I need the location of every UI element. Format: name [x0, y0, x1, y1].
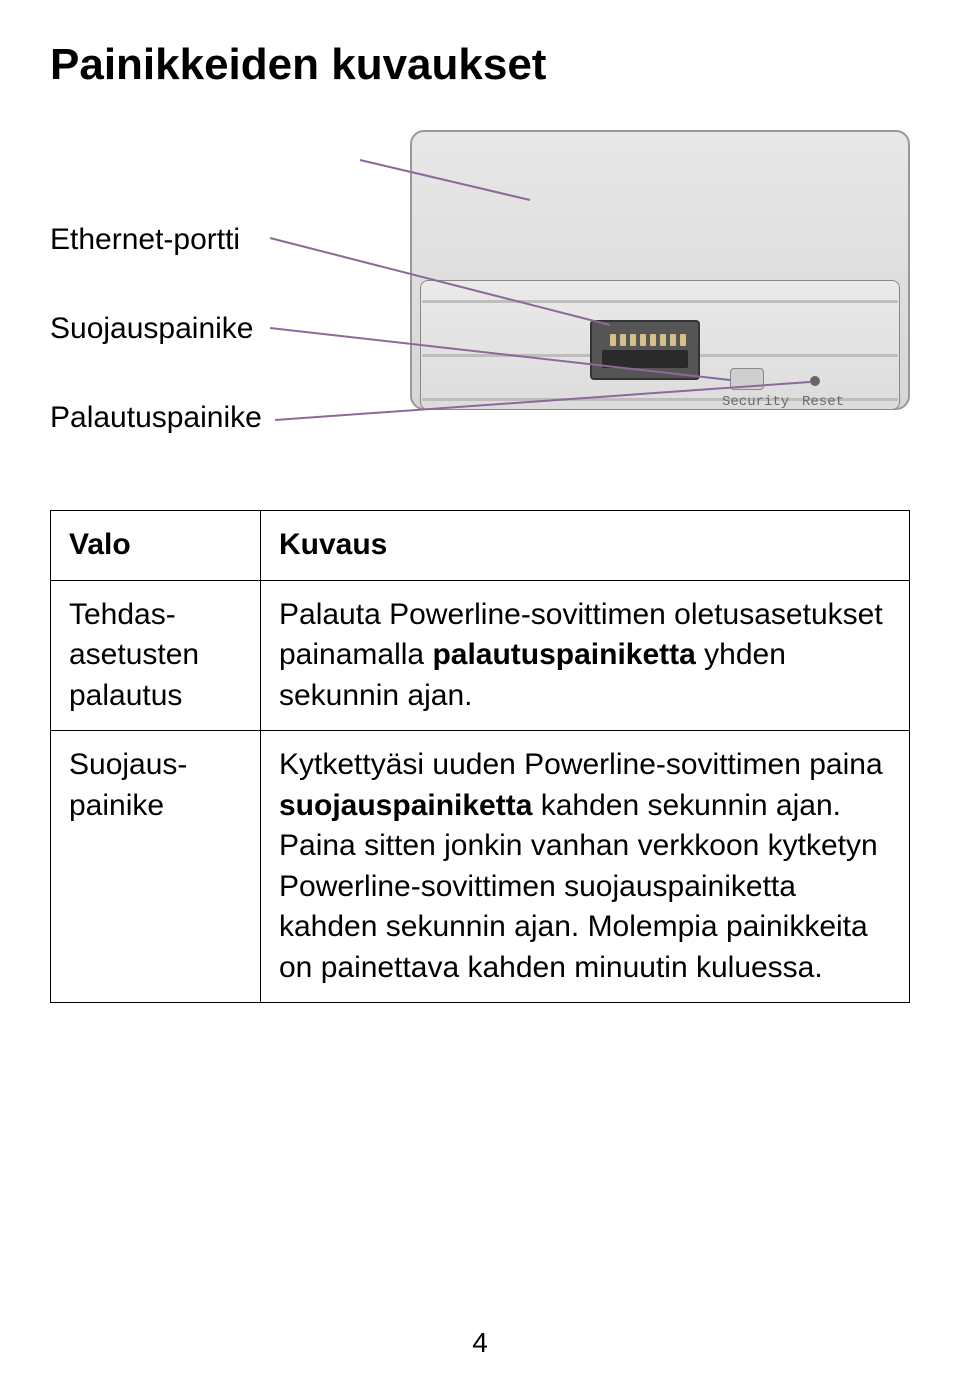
table-row: Suojaus-painike Kytkettyäsi uuden Powerl… [51, 731, 910, 1003]
table-header-row: Valo Kuvaus [51, 511, 910, 581]
description-table: Valo Kuvaus Tehdas-asetusten palautus Pa… [50, 510, 910, 1003]
table-row: Tehdas-asetusten palautus Palauta Powerl… [51, 580, 910, 731]
row2-desc: Kytkettyäsi uuden Powerline-sovittimen p… [261, 731, 910, 1003]
ethernet-port-icon [590, 320, 700, 380]
device-illustration: Security Reset [410, 130, 910, 450]
device-diagram: Ethernet-portti Suojauspainike Palautusp… [50, 130, 910, 490]
page-number: 4 [472, 1327, 488, 1359]
table-header-kuvaus: Kuvaus [261, 511, 910, 581]
reset-button-icon [810, 376, 820, 386]
device-security-text: Security [722, 394, 789, 410]
row2-name: Suojaus-painike [51, 731, 261, 1003]
row1-desc: Palauta Powerline-sovittimen oletusasetu… [261, 580, 910, 731]
reset-button-label: Palautuspainike [50, 398, 262, 437]
device-reset-text: Reset [802, 394, 844, 410]
row1-name: Tehdas-asetusten palautus [51, 580, 261, 731]
table-header-valo: Valo [51, 511, 261, 581]
ethernet-port-label: Ethernet-portti [50, 220, 262, 259]
security-button-label: Suojauspainike [50, 309, 262, 348]
security-button-icon [730, 368, 764, 390]
page-title: Painikkeiden kuvaukset [50, 40, 910, 90]
